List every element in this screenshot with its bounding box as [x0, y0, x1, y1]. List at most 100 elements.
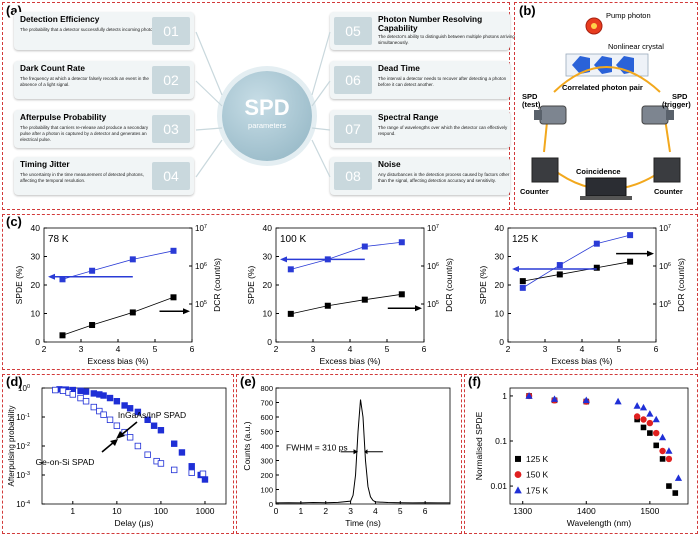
panel-f-label: (f): [468, 374, 481, 389]
spde-125k-point: [672, 490, 679, 496]
x-tick-label: 1400: [577, 506, 596, 516]
x-axis-label: Delay (µs): [115, 518, 154, 528]
dcr-point: [59, 332, 66, 339]
panel-b-setup: Pump photon Nonlinear crystal Correlated…: [520, 11, 691, 200]
left-axis-arrowhead: [280, 256, 287, 263]
param-card-02: Dark Count Rate The frequency at which a …: [14, 61, 194, 99]
y2-tick-label: 105: [427, 300, 439, 309]
x-tick-label: 6: [423, 506, 428, 516]
y-tick-label: 10-3: [16, 471, 30, 480]
spde-175k-point: [525, 392, 533, 399]
y2-axis-label: DCR (count/s): [212, 258, 222, 312]
panel-f: [464, 374, 698, 534]
plot-frame: [507, 227, 657, 343]
param-number: 04: [152, 162, 190, 190]
ingaas-point: [77, 387, 84, 395]
chart-f-spectral: 1300 1400 1500 1 0.1 0.01 Wavelength (nm) Norma…: [474, 387, 689, 528]
param-title: Timing Jitter: [20, 159, 70, 169]
spde-125k-point: [659, 456, 666, 462]
x-tick-label: 3: [348, 506, 353, 516]
spde-150k-point: [640, 416, 647, 423]
ingaas-point: [150, 422, 158, 429]
panel-b: [514, 2, 698, 210]
y-tick-label: 20: [263, 280, 273, 290]
counter-right-icon: [653, 157, 681, 183]
param-desc: The range of wavelengths over which the …: [378, 125, 508, 136]
param-card-06: Dead Time The interval a detector needs t…: [330, 61, 510, 99]
spde-175k-point: [639, 403, 648, 411]
param-number: 05: [334, 17, 372, 45]
x-tick-label: 4: [373, 506, 378, 516]
spd-test-icon: [539, 105, 567, 125]
plot-frame: [43, 227, 193, 343]
spde-line: [290, 241, 402, 270]
y2-tick-label: 105: [195, 300, 207, 309]
x-tick-label: 3: [543, 344, 548, 354]
y-axis-label: Afterpulsing probability: [7, 406, 16, 487]
y-tick-label: 40: [263, 223, 273, 233]
y-tick-label: 0: [267, 337, 272, 347]
x-tick-label: 2: [42, 344, 47, 354]
spde-175k-point: [633, 402, 641, 409]
y2-tick-label: 106: [195, 262, 207, 271]
counter-left-label: Counter: [520, 187, 549, 196]
y-axis-label: Counts (a.u.): [242, 421, 252, 470]
chart-c-100k: 2 3 4 5 6 0 10 20 30 40 105 106 107 Excess bias (%) SP…: [246, 223, 454, 366]
x-tick-label: 6: [190, 344, 195, 354]
panel-d: [2, 374, 234, 534]
ge-si-point: [90, 403, 98, 411]
y2-tick-label: 107: [195, 224, 207, 233]
ingaas-point: [121, 402, 128, 409]
dcr-point: [627, 258, 634, 265]
ge-si-point: [113, 422, 121, 429]
y-tick-label: 10: [263, 309, 273, 319]
spde-125k-point: [640, 424, 647, 431]
x-tick-label: 100: [154, 506, 168, 516]
spde-125k-point: [647, 430, 653, 436]
x-tick-label: 2: [506, 344, 511, 354]
param-title: Detection Efficiency: [20, 14, 100, 24]
spde-150k-point: [653, 429, 660, 437]
fwhm-arrowhead-right: [364, 449, 368, 455]
ge-si-point: [100, 411, 107, 418]
spde-175k-point: [665, 447, 673, 454]
right-axis-arrowhead: [415, 305, 422, 312]
left-axis-arrowhead: [48, 273, 55, 280]
y-tick-label: 30: [31, 252, 41, 262]
y-axis-label: Normalised SPDE: [474, 411, 484, 480]
y-tick-label: 10-2: [16, 442, 30, 451]
dcr-point: [519, 278, 526, 285]
ingaas-point: [170, 440, 178, 447]
y-tick-label: 20: [31, 280, 41, 290]
ingaas-arrow: [119, 421, 138, 437]
spde-175k-point: [674, 474, 683, 481]
ge-si-point: [144, 451, 151, 458]
y-tick-label: 1: [502, 391, 507, 401]
panel-e-label: (e): [240, 374, 256, 389]
x-tick-label: 4: [348, 344, 353, 354]
counter-left-icon: [531, 157, 559, 183]
param-desc: The probability that carriers re-release…: [20, 125, 149, 142]
left-axis-arrowhead: [512, 266, 519, 273]
spde-175k-point: [658, 433, 667, 441]
param-title: Dead Time: [378, 63, 420, 73]
chart-c-78k: 2 3 4 5 6 0 10 20 30 40 105 106 107 Excess bias (%) SP…: [14, 223, 222, 366]
param-number: 07: [334, 115, 372, 143]
param-desc: The uncertainty in the time measurement …: [20, 172, 144, 183]
ge-si-point: [199, 470, 207, 477]
dcr-point: [556, 271, 563, 278]
spd-hub: SPD parameters: [222, 71, 312, 161]
legend-label: 150 K: [526, 470, 549, 480]
y-tick-label: 800: [260, 384, 273, 393]
x-tick-label: 3: [79, 344, 84, 354]
ge-si-arrow: [101, 441, 115, 453]
fwhm-label: FWHM = 310 ps: [286, 442, 348, 452]
spde-175k-point: [550, 395, 559, 402]
x-tick-label: 1: [298, 506, 303, 516]
chart-e-timing: 0 1 2 3 4 5 6 0 100 200 300 400 500 600 700 800 Time (ns…: [242, 384, 451, 528]
spde-175k-point: [614, 397, 622, 405]
param-desc: The frequency at which a detector falsel…: [20, 76, 149, 87]
panel-d-label: (d): [6, 374, 23, 389]
x-tick-label: 4: [580, 344, 585, 354]
